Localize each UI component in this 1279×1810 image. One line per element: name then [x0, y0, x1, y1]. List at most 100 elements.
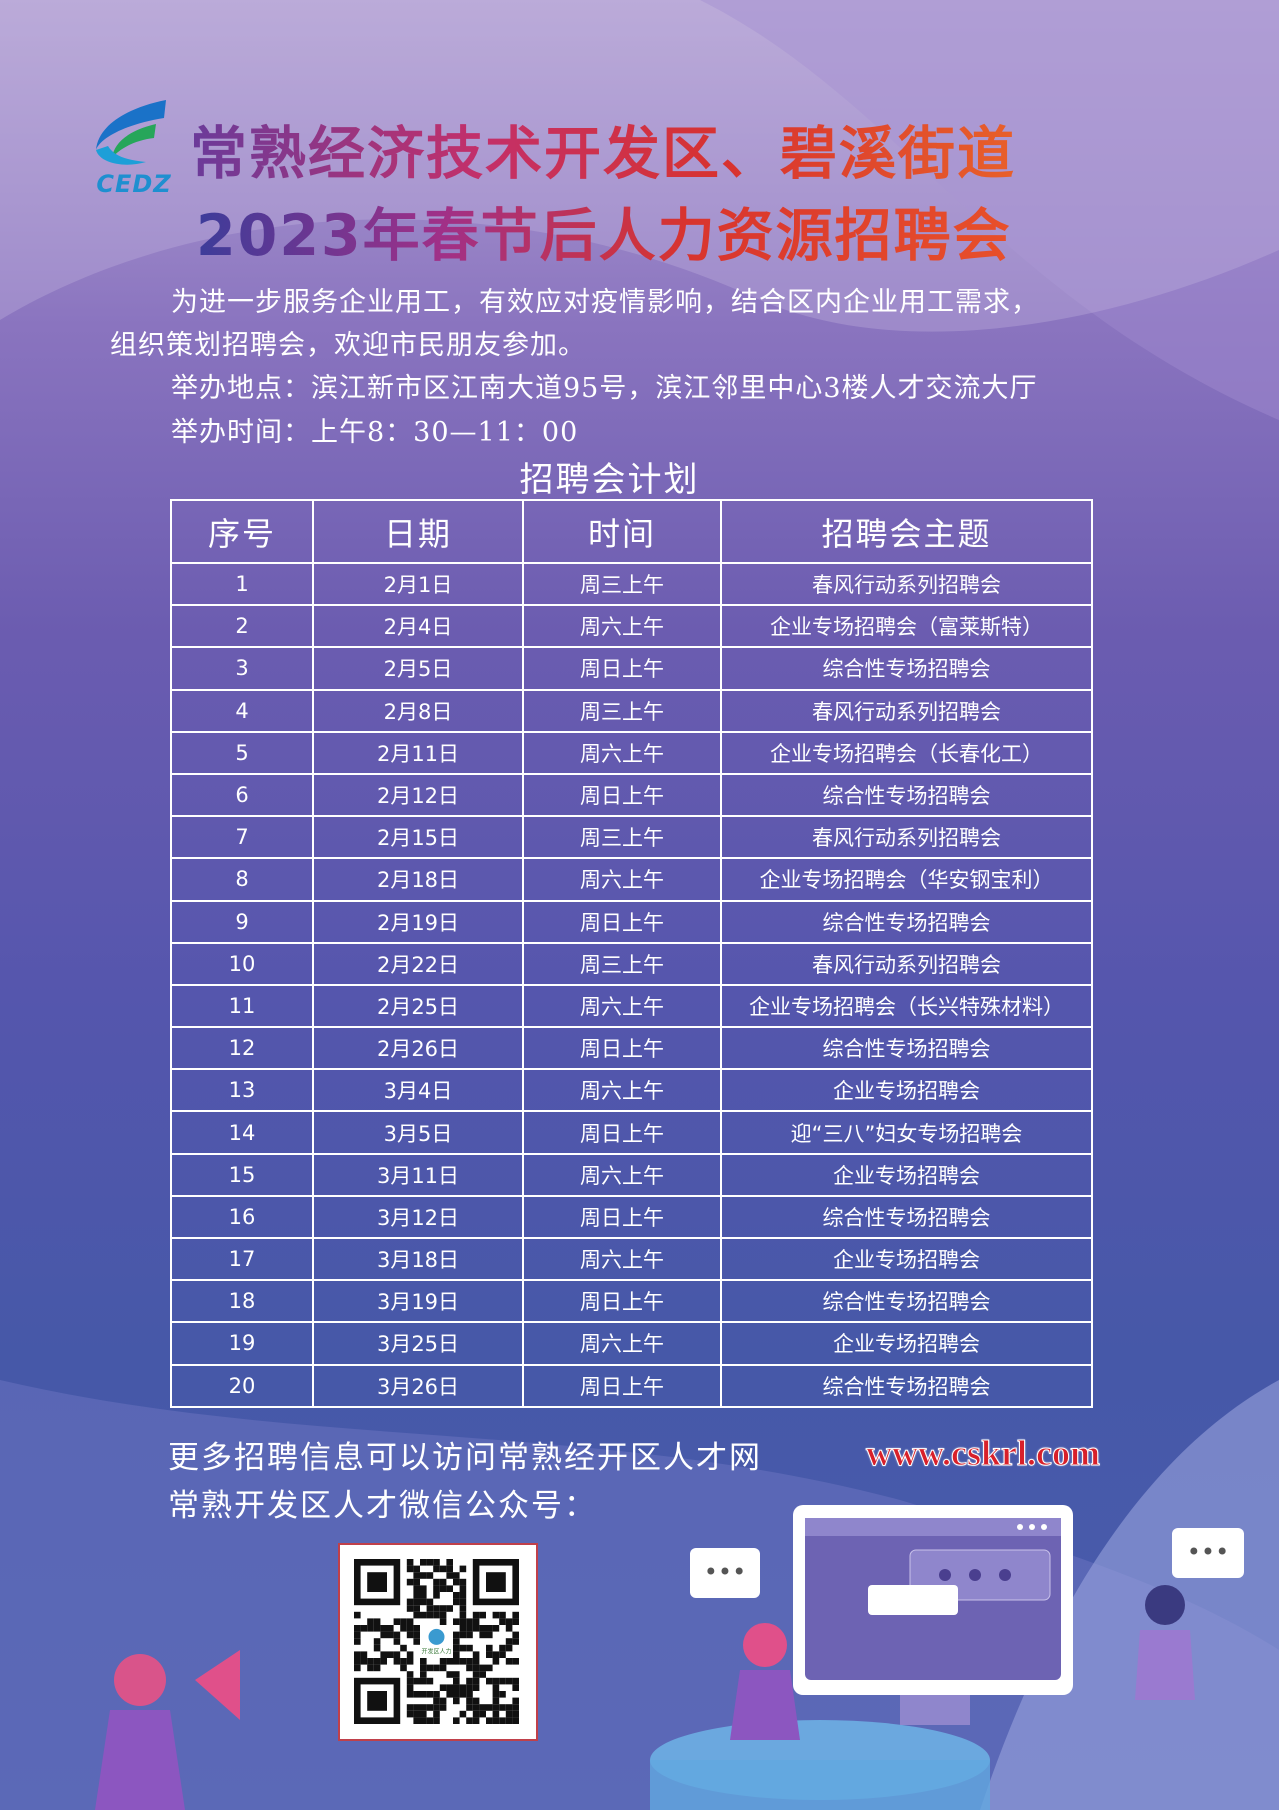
wechat-label: 常熟开发区人才微信公众号： [168, 1488, 597, 1524]
cell-index: 17 [170, 1236, 314, 1282]
table-row: 1 2月1日 周三上午 春风行动系列招聘会 [170, 561, 1093, 607]
cell-index: 4 [170, 688, 314, 733]
table-row: 13 3月4日 周六上午 企业专场招聘会 [170, 1068, 1093, 1113]
cell-theme: 企业专场招聘会 [720, 1068, 1093, 1113]
table-row: 3 2月5日 周日上午 综合性专场招聘会 [170, 646, 1093, 691]
cell-time: 周三上午 [522, 561, 722, 607]
cell-theme: 综合性专场招聘会 [720, 1026, 1093, 1071]
cell-date: 3月11日 [312, 1152, 524, 1197]
cell-index: 9 [170, 899, 314, 944]
table-row: 2 2月4日 周六上午 企业专场招聘会（富莱斯特） [170, 604, 1093, 649]
cell-date: 2月15日 [312, 815, 524, 860]
cell-date: 2月1日 [312, 561, 524, 607]
cell-date: 3月4日 [312, 1068, 524, 1113]
cell-theme: 春风行动系列招聘会 [720, 941, 1093, 986]
cell-date: 3月18日 [312, 1236, 524, 1282]
intro-line-2: 组织策划招聘会，欢迎市民朋友参加。 [110, 330, 586, 361]
cell-index: 14 [170, 1110, 314, 1155]
cell-index: 13 [170, 1068, 314, 1113]
wechat-qr-code[interactable]: 开发区人力 [338, 1543, 538, 1741]
cell-index: 15 [170, 1152, 314, 1197]
cell-theme: 春风行动系列招聘会 [720, 561, 1093, 607]
cell-time: 周三上午 [522, 941, 722, 986]
cell-date: 2月8日 [312, 688, 524, 733]
table-row: 15 3月11日 周六上午 企业专场招聘会 [170, 1152, 1093, 1197]
table-row: 20 3月26日 周日上午 综合性专场招聘会 [170, 1363, 1093, 1408]
table-row: 6 2月12日 周日上午 综合性专场招聘会 [170, 772, 1093, 818]
header-date: 日期 [312, 499, 524, 564]
cell-theme: 综合性专场招聘会 [720, 899, 1093, 944]
table-row: 7 2月15日 周三上午 春风行动系列招聘会 [170, 815, 1093, 860]
qr-center-logo-text: 开发区人力 [421, 1647, 451, 1655]
cell-time: 周六上午 [522, 1152, 722, 1197]
cell-index: 12 [170, 1026, 314, 1071]
website-link[interactable]: www.cskrl.com [866, 1433, 1101, 1474]
cell-theme: 企业专场招聘会（华安钢宝利） [720, 857, 1093, 902]
cell-time: 周六上午 [522, 604, 722, 649]
cell-time: 周日上午 [522, 1110, 722, 1155]
cell-date: 2月5日 [312, 646, 524, 691]
cell-theme: 综合性专场招聘会 [720, 1363, 1093, 1408]
cell-date: 2月11日 [312, 730, 524, 775]
cell-theme: 迎“三八”妇女专场招聘会 [720, 1110, 1093, 1155]
table-row: 14 3月5日 周日上午 迎“三八”妇女专场招聘会 [170, 1110, 1093, 1155]
cell-index: 11 [170, 983, 314, 1029]
cell-theme: 综合性专场招聘会 [720, 646, 1093, 691]
header-theme: 招聘会主题 [720, 499, 1093, 564]
table-row: 11 2月25日 周六上午 企业专场招聘会（长兴特殊材料） [170, 983, 1093, 1029]
cell-time: 周日上午 [522, 1363, 722, 1408]
cell-time: 周六上午 [522, 1236, 722, 1282]
cell-index: 5 [170, 730, 314, 775]
cell-index: 16 [170, 1194, 314, 1240]
table-header-row: 序号 日期 时间 招聘会主题 [170, 499, 1093, 564]
cell-time: 周日上午 [522, 1279, 722, 1324]
cell-index: 1 [170, 561, 314, 607]
qr-code-pattern: 开发区人力 [354, 1559, 519, 1724]
event-location: 举办地点：滨江新市区江南大道95号，滨江邻里中心3楼人才交流大厅 [171, 373, 1038, 404]
table-row: 16 3月12日 周日上午 综合性专场招聘会 [170, 1194, 1093, 1240]
cell-time: 周六上午 [522, 1321, 722, 1366]
event-time: 举办时间：上午8：30—11：00 [171, 417, 579, 448]
cell-index: 7 [170, 815, 314, 860]
intro-line-1: 为进一步服务企业用工，有效应对疫情影响，结合区内企业用工需求， [171, 287, 1039, 318]
cell-time: 周日上午 [522, 1194, 722, 1240]
cell-time: 周六上午 [522, 983, 722, 1029]
schedule-caption: 招聘会计划 [519, 460, 700, 500]
cell-date: 2月18日 [312, 857, 524, 902]
cell-index: 20 [170, 1363, 314, 1408]
cell-date: 2月22日 [312, 941, 524, 986]
cell-index: 18 [170, 1279, 314, 1324]
cell-date: 3月12日 [312, 1194, 524, 1240]
cell-theme: 综合性专场招聘会 [720, 772, 1093, 818]
header-time: 时间 [522, 499, 722, 564]
cell-time: 周六上午 [522, 1068, 722, 1113]
table-row: 17 3月18日 周六上午 企业专场招聘会 [170, 1236, 1093, 1282]
cell-theme: 企业专场招聘会 [720, 1321, 1093, 1366]
cell-index: 3 [170, 646, 314, 691]
cell-time: 周日上午 [522, 1026, 722, 1071]
table-row: 18 3月19日 周日上午 综合性专场招聘会 [170, 1279, 1093, 1324]
cell-date: 2月26日 [312, 1026, 524, 1071]
cell-date: 3月5日 [312, 1110, 524, 1155]
header-index: 序号 [170, 499, 314, 564]
table-row: 12 2月26日 周日上午 综合性专场招聘会 [170, 1026, 1093, 1071]
cell-theme: 春风行动系列招聘会 [720, 688, 1093, 733]
schedule-table: 序号 日期 时间 招聘会主题 1 2月1日 周三上午 春风行动系列招聘会 2 2月4日 周六… [170, 499, 1093, 1408]
cell-time: 周三上午 [522, 688, 722, 733]
cell-index: 2 [170, 604, 314, 649]
title-line-2: 2023年春节后人力资源招聘会 [196, 190, 1012, 272]
cell-index: 19 [170, 1321, 314, 1366]
table-row: 19 3月25日 周六上午 企业专场招聘会 [170, 1321, 1093, 1366]
cell-index: 10 [170, 941, 314, 986]
table-row: 8 2月18日 周六上午 企业专场招聘会（华安钢宝利） [170, 857, 1093, 902]
cell-time: 周日上午 [522, 899, 722, 944]
svg-text:•••: ••• [704, 1558, 746, 1586]
cell-time: 周日上午 [522, 772, 722, 818]
cell-date: 2月4日 [312, 604, 524, 649]
cell-index: 8 [170, 857, 314, 902]
cell-theme: 企业专场招聘会 [720, 1236, 1093, 1282]
cedz-logo: CEDZ [86, 98, 182, 198]
table-row: 10 2月22日 周三上午 春风行动系列招聘会 [170, 941, 1093, 986]
cell-date: 3月26日 [312, 1363, 524, 1408]
cedz-logo-icon [96, 100, 166, 165]
